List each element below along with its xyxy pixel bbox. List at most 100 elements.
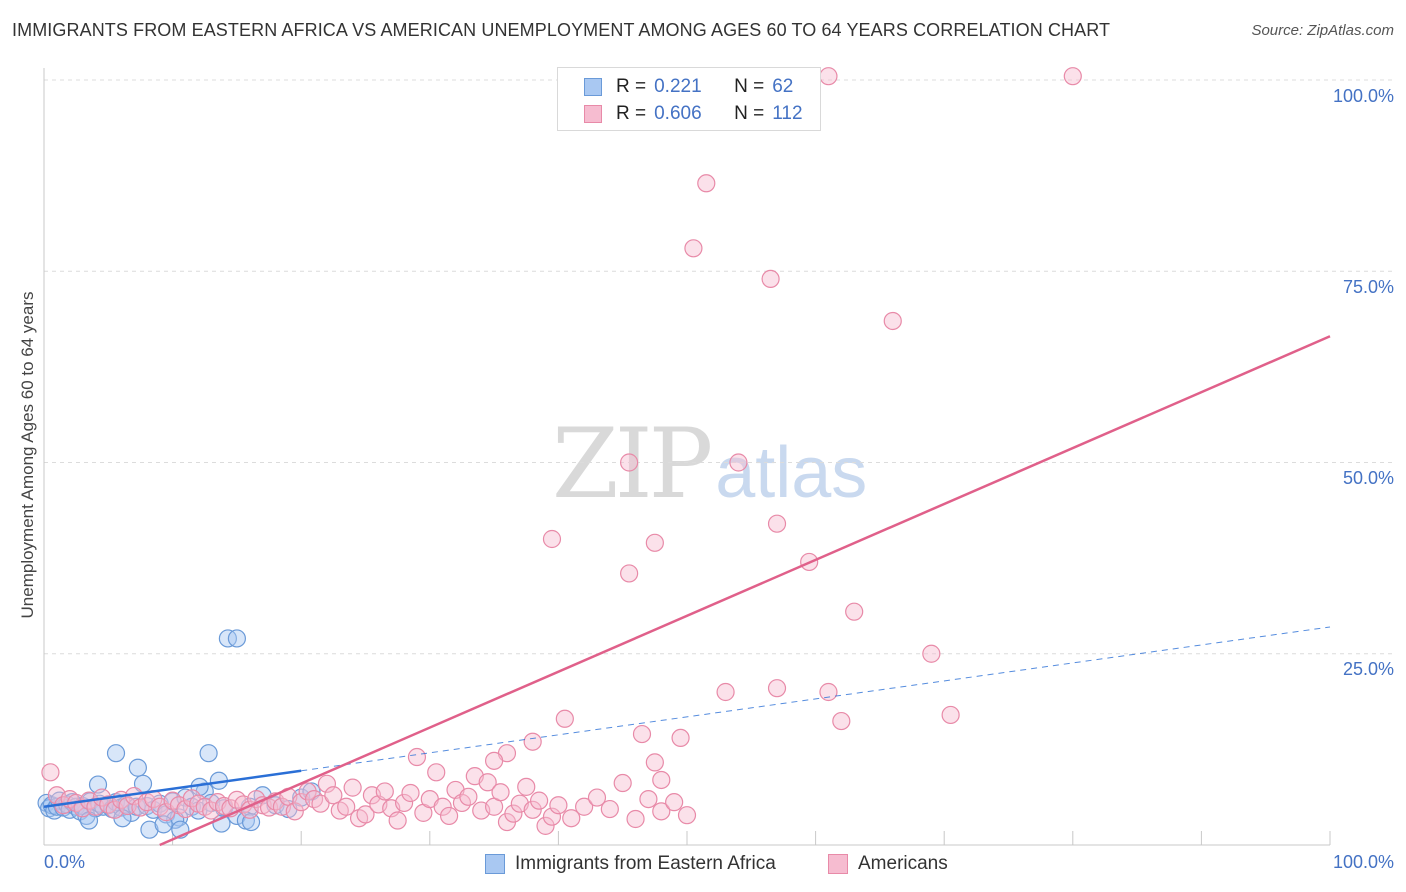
eastern-africa-point <box>128 758 147 777</box>
americans-point <box>388 811 407 830</box>
americans-trend-line <box>159 335 1331 847</box>
r-label: R = <box>616 103 647 124</box>
americans-point <box>626 809 645 829</box>
americans-point <box>845 602 864 621</box>
americans-point <box>478 773 497 792</box>
americans-point <box>632 724 652 744</box>
americans-point <box>575 797 594 816</box>
americans-point <box>1063 67 1082 86</box>
americans-point <box>671 728 690 748</box>
americans-point <box>356 805 375 824</box>
americans-point <box>555 709 574 728</box>
americans-point <box>542 529 562 549</box>
n-label: N = <box>734 76 765 97</box>
legend-label-americans: Americans <box>858 853 948 874</box>
americans-point <box>337 797 356 816</box>
americans-point <box>433 797 452 816</box>
americans-point <box>285 802 304 821</box>
pink-swatch-icon <box>584 105 602 123</box>
americans-points <box>41 67 1082 835</box>
americans-point <box>922 644 941 663</box>
americans-point <box>729 453 748 472</box>
americans-point <box>677 806 697 825</box>
eastern-africa-point <box>106 744 126 763</box>
americans-point <box>317 774 337 793</box>
americans-point <box>832 711 851 731</box>
americans-point <box>767 679 787 698</box>
americans-point <box>620 453 639 472</box>
y-tick-label-100: 100.0% <box>1332 86 1394 106</box>
americans-point <box>652 802 671 821</box>
legend-item-eastern-africa[interactable]: Immigrants from Eastern Africa <box>485 852 776 876</box>
x-tick-label-min: 0.0% <box>44 852 86 872</box>
legend-item-americans[interactable]: Americans <box>828 852 948 876</box>
americans-point <box>613 773 632 793</box>
americans-point <box>311 794 330 813</box>
americans-point <box>439 806 459 826</box>
americans-point <box>324 786 343 805</box>
americans-point <box>652 770 671 790</box>
americans-point <box>819 682 838 702</box>
americans-point <box>530 791 549 810</box>
eastern-africa-trend-extension <box>301 626 1331 772</box>
eastern-africa-point <box>227 629 246 648</box>
americans-point <box>459 787 478 806</box>
watermark-atlas: atlas <box>715 433 868 513</box>
americans-point <box>819 67 838 86</box>
americans-point <box>883 311 902 331</box>
americans-point <box>600 799 619 819</box>
americans-point <box>542 807 562 826</box>
americans-point <box>401 783 420 803</box>
americans-point <box>697 174 716 193</box>
americans-point <box>163 791 182 810</box>
correlation-stats-box: R = 0.221 N = 62 R = 0.606 N = 112 <box>557 67 821 131</box>
americans-point <box>485 751 504 770</box>
r-label: R = <box>616 76 647 97</box>
y-tick-label-50: 50.0% <box>1342 468 1394 488</box>
watermark: ZIPatlas <box>552 408 867 520</box>
americans-point <box>504 804 523 823</box>
stats-row-americans: R = 0.606 N = 112 <box>584 101 803 127</box>
americans-point <box>639 789 658 809</box>
americans-point <box>645 533 664 552</box>
axis-layer <box>43 68 1331 846</box>
americans-point <box>587 788 607 807</box>
americans-point <box>645 753 664 772</box>
r-value: 0.221 <box>654 76 702 97</box>
americans-point <box>227 790 246 809</box>
x-tick-label-max: 100.0% <box>1332 852 1394 872</box>
r-value: 0.606 <box>654 103 702 124</box>
y-tick-label-25: 25.0% <box>1342 659 1394 679</box>
americans-point <box>523 800 542 819</box>
americans-point <box>523 732 542 751</box>
americans-point <box>665 793 684 812</box>
legend-label-eastern-africa: Immigrants from Eastern Africa <box>515 853 776 874</box>
eastern-africa-trend-line <box>43 769 302 808</box>
n-value: 62 <box>772 76 794 97</box>
americans-point <box>375 782 394 801</box>
americans-point <box>536 816 555 835</box>
americans-point <box>343 778 362 797</box>
eastern-africa-point <box>140 820 159 839</box>
americans-point <box>41 763 60 782</box>
n-value: 112 <box>772 103 803 124</box>
americans-point <box>761 269 780 288</box>
n-label: N = <box>734 103 765 124</box>
americans-point <box>491 783 510 802</box>
chart-title: IMMIGRANTS FROM EASTERN AFRICA VS AMERIC… <box>12 20 1111 40</box>
watermark-zip: ZIP <box>552 408 713 520</box>
americans-point <box>684 239 703 258</box>
americans-point <box>941 705 960 725</box>
grid-layer <box>44 79 1395 655</box>
americans-point <box>549 796 568 815</box>
eastern-africa-point <box>199 744 218 763</box>
americans-point <box>394 793 414 813</box>
americans-point <box>407 747 427 767</box>
americans-point <box>517 777 536 796</box>
americans-point <box>716 682 735 702</box>
americans-point <box>620 564 639 583</box>
stats-row-eastern-africa: R = 0.221 N = 62 <box>584 74 793 100</box>
americans-point <box>427 763 446 782</box>
legend-blue-swatch-icon <box>485 854 505 874</box>
